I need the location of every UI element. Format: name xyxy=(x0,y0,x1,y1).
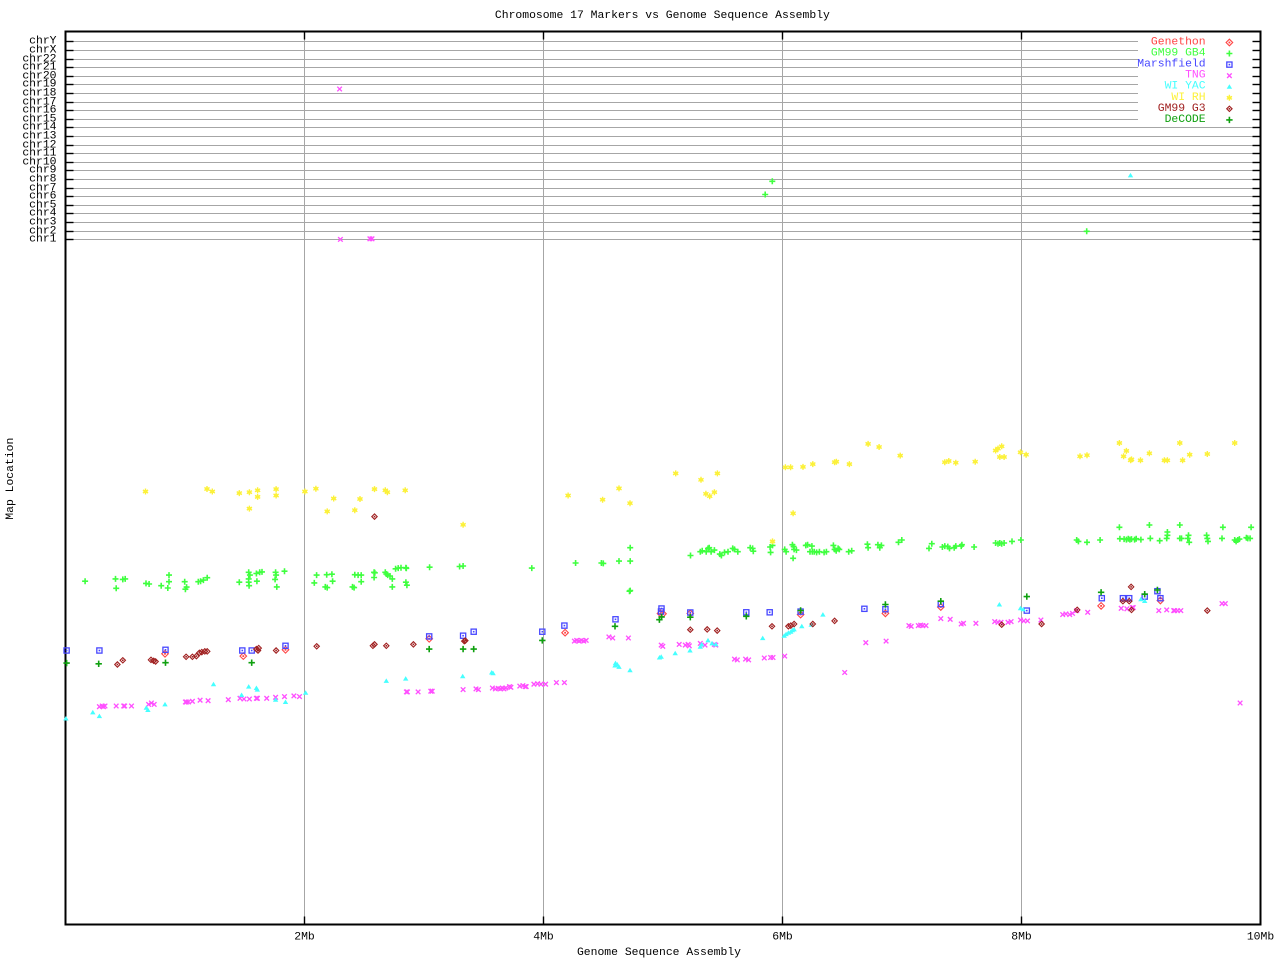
svg-text:Genome Sequence Assembly: Genome Sequence Assembly xyxy=(577,947,741,959)
svg-text:WI YAC: WI YAC xyxy=(1165,81,1206,93)
svg-text:Map Location: Map Location xyxy=(5,438,17,520)
svg-text:chr2: chr2 xyxy=(29,226,57,238)
svg-text:chr10: chr10 xyxy=(22,157,56,169)
svg-text:chr3: chr3 xyxy=(29,217,57,229)
svg-text:chr11: chr11 xyxy=(22,148,56,160)
svg-text:GM99 GB4: GM99 GB4 xyxy=(1151,48,1206,60)
svg-text:chr16: chr16 xyxy=(22,105,56,117)
svg-text:chr22: chr22 xyxy=(22,54,56,66)
svg-text:8Mb: 8Mb xyxy=(1011,932,1032,944)
svg-text:10Mb: 10Mb xyxy=(1247,932,1275,944)
svg-text:chrY: chrY xyxy=(29,36,57,48)
svg-text:chr19: chr19 xyxy=(22,79,56,91)
svg-text:4Mb: 4Mb xyxy=(533,932,554,944)
svg-text:2Mb: 2Mb xyxy=(294,932,315,944)
svg-text:chr21: chr21 xyxy=(22,62,56,74)
svg-text:chrX: chrX xyxy=(29,45,57,57)
svg-text:WI RH: WI RH xyxy=(1171,92,1205,104)
svg-text:chr18: chr18 xyxy=(22,88,56,100)
svg-text:chr4: chr4 xyxy=(29,208,57,220)
svg-text:chr20: chr20 xyxy=(22,71,56,83)
svg-text:chr1: chr1 xyxy=(29,234,57,246)
svg-text:DeCODE: DeCODE xyxy=(1165,114,1206,126)
svg-text:chr14: chr14 xyxy=(22,122,56,134)
svg-text:Marshfield: Marshfield xyxy=(1137,59,1205,71)
svg-text:chr8: chr8 xyxy=(29,174,57,186)
svg-text:chr6: chr6 xyxy=(29,191,57,203)
svg-text:chr13: chr13 xyxy=(22,131,56,143)
svg-text:chr5: chr5 xyxy=(29,200,57,212)
svg-text:chr15: chr15 xyxy=(22,114,56,126)
svg-text:chr12: chr12 xyxy=(22,140,56,152)
svg-text:GM99 G3: GM99 G3 xyxy=(1158,103,1206,115)
svg-text:chr17: chr17 xyxy=(22,97,56,109)
svg-text:TNG: TNG xyxy=(1185,70,1206,82)
svg-text:Chromosome 17 Markers vs Genom: Chromosome 17 Markers vs Genome Sequence… xyxy=(495,10,830,22)
svg-text:chr7: chr7 xyxy=(29,183,56,195)
svg-text:Genethon: Genethon xyxy=(1151,37,1206,49)
svg-text:6Mb: 6Mb xyxy=(772,932,793,944)
svg-text:chr9: chr9 xyxy=(29,165,57,177)
